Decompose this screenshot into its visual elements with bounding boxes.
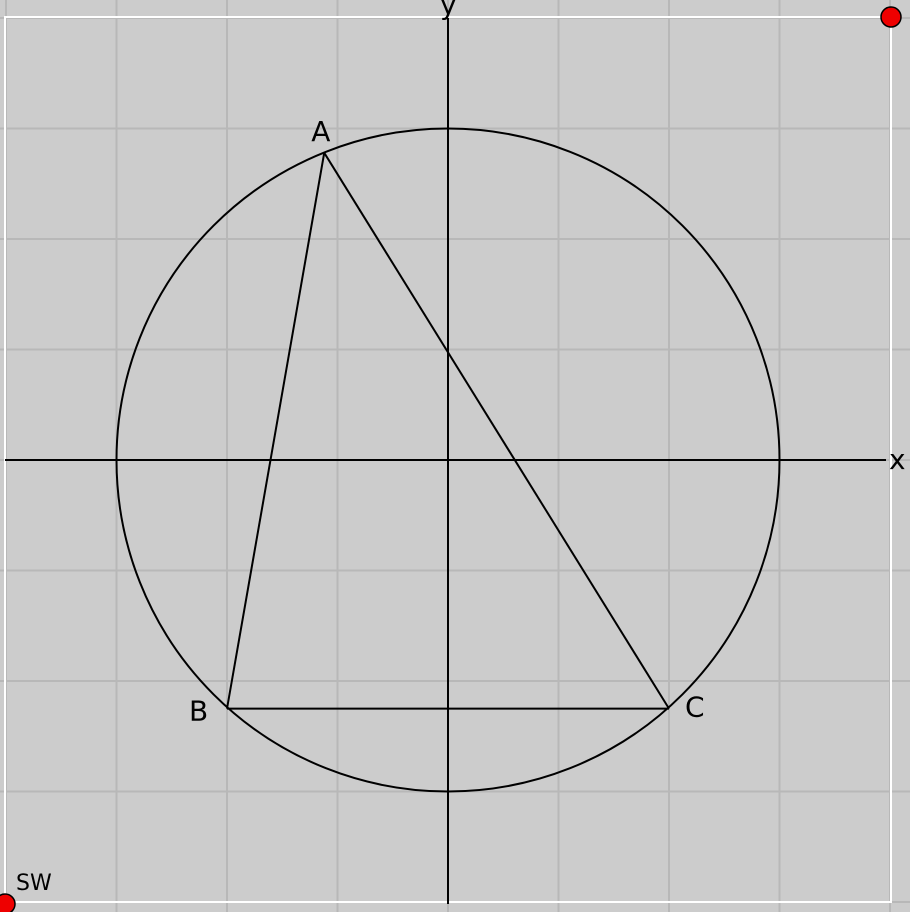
sw-corner-handle[interactable] — [0, 893, 16, 912]
segment-ab — [226, 152, 326, 709]
y-axis-label: y — [440, 0, 457, 21]
segment-ac — [323, 152, 670, 710]
vertex-label-c: C — [685, 691, 705, 724]
vertex-label-b: B — [189, 695, 208, 728]
ne-corner-handle[interactable] — [880, 6, 902, 28]
vertex-label-a: A — [311, 115, 330, 148]
circumcircle — [115, 127, 781, 793]
x-axis-label: x — [889, 443, 906, 476]
sw-corner-label: SW — [16, 871, 52, 896]
